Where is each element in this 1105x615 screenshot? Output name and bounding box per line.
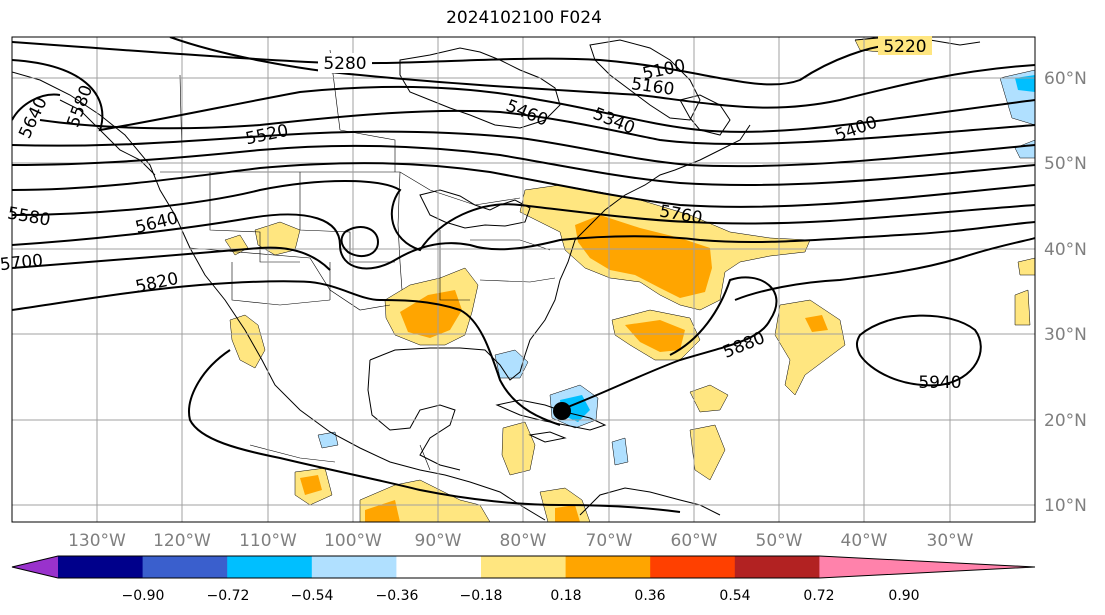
colorbar-tick: −0.72 (207, 588, 250, 604)
contour-label: 5400 (833, 113, 880, 147)
contour-label: 5640 (133, 208, 180, 238)
plot-title: 2024102100 F024 (446, 8, 602, 28)
colorbar-tick: −0.18 (460, 588, 503, 604)
anomaly-fills (224, 37, 1035, 522)
lat-label: 40°N (1044, 240, 1087, 260)
colorbar-tick: −0.90 (122, 588, 165, 604)
colorbar-segment (58, 556, 144, 578)
colorbar-extend-low (12, 556, 58, 578)
lon-label: 130°W (68, 531, 126, 551)
lon-label: 70°W (586, 531, 633, 551)
colorbar-tick: 0.72 (803, 588, 834, 604)
colorbar-tick: 0.36 (634, 588, 665, 604)
lon-label: 90°W (415, 531, 462, 551)
contour-label: 5700 (0, 251, 44, 275)
colorbar-ticks: −0.90 −0.72 −0.54 −0.36 −0.18 0.18 0.36 … (122, 588, 920, 604)
colorbar-tick: 0.90 (888, 588, 919, 604)
colorbar-tick: 0.18 (550, 588, 581, 604)
contour-label: 5580 (64, 83, 98, 130)
borders (160, 49, 556, 471)
latitude-labels: 60°N 50°N 40°N 30°N 20°N 10°N (1044, 69, 1087, 516)
lon-label: 30°W (927, 531, 974, 551)
colorbar-segment (311, 556, 397, 578)
contour-label: 5580 (6, 203, 52, 230)
contour-label: 5880 (720, 328, 768, 363)
colorbar-segment (142, 556, 228, 578)
colorbar-segment (650, 556, 736, 578)
map-frame (11, 36, 1036, 523)
lon-label: 110°W (239, 531, 297, 551)
longitude-labels: 130°W 120°W 110°W 100°W 90°W 80°W 70°W 6… (68, 531, 974, 551)
coastlines (12, 37, 981, 521)
colorbar-tick: 0.54 (719, 588, 750, 604)
lat-label: 50°N (1044, 154, 1087, 174)
lon-label: 100°W (324, 531, 382, 551)
lat-label: 20°N (1044, 411, 1087, 431)
colorbar-tick: −0.36 (376, 588, 419, 604)
colorbar-segment (396, 556, 482, 578)
contour-label: 5640 (15, 94, 51, 142)
colorbar-segment (481, 556, 567, 578)
colorbar-segment (565, 556, 651, 578)
contour-label: 5820 (134, 269, 180, 298)
graticule (12, 37, 1035, 522)
colorbar-tick: −0.54 (291, 588, 334, 604)
height-contours (12, 37, 1035, 513)
lon-label: 80°W (500, 531, 547, 551)
contour-label: 5340 (590, 104, 638, 139)
lon-label: 120°W (153, 531, 211, 551)
colorbar (11, 555, 1036, 579)
lon-label: 60°W (671, 531, 718, 551)
contour-label: 5220 (883, 37, 926, 57)
contour-label: 5940 (918, 373, 961, 393)
storm-center-marker (553, 402, 571, 420)
lat-label: 10°N (1044, 496, 1087, 516)
map-area (12, 37, 1035, 522)
colorbar-segment (734, 556, 820, 578)
colorbar-outline (11, 555, 1036, 579)
colorbar-extend-high (819, 556, 1035, 578)
lon-label: 50°W (756, 531, 803, 551)
lat-label: 60°N (1044, 69, 1087, 89)
colorbar-segment (227, 556, 313, 578)
lon-label: 40°W (841, 531, 888, 551)
lat-label: 30°N (1044, 325, 1087, 345)
contour-label: 5280 (323, 54, 366, 74)
